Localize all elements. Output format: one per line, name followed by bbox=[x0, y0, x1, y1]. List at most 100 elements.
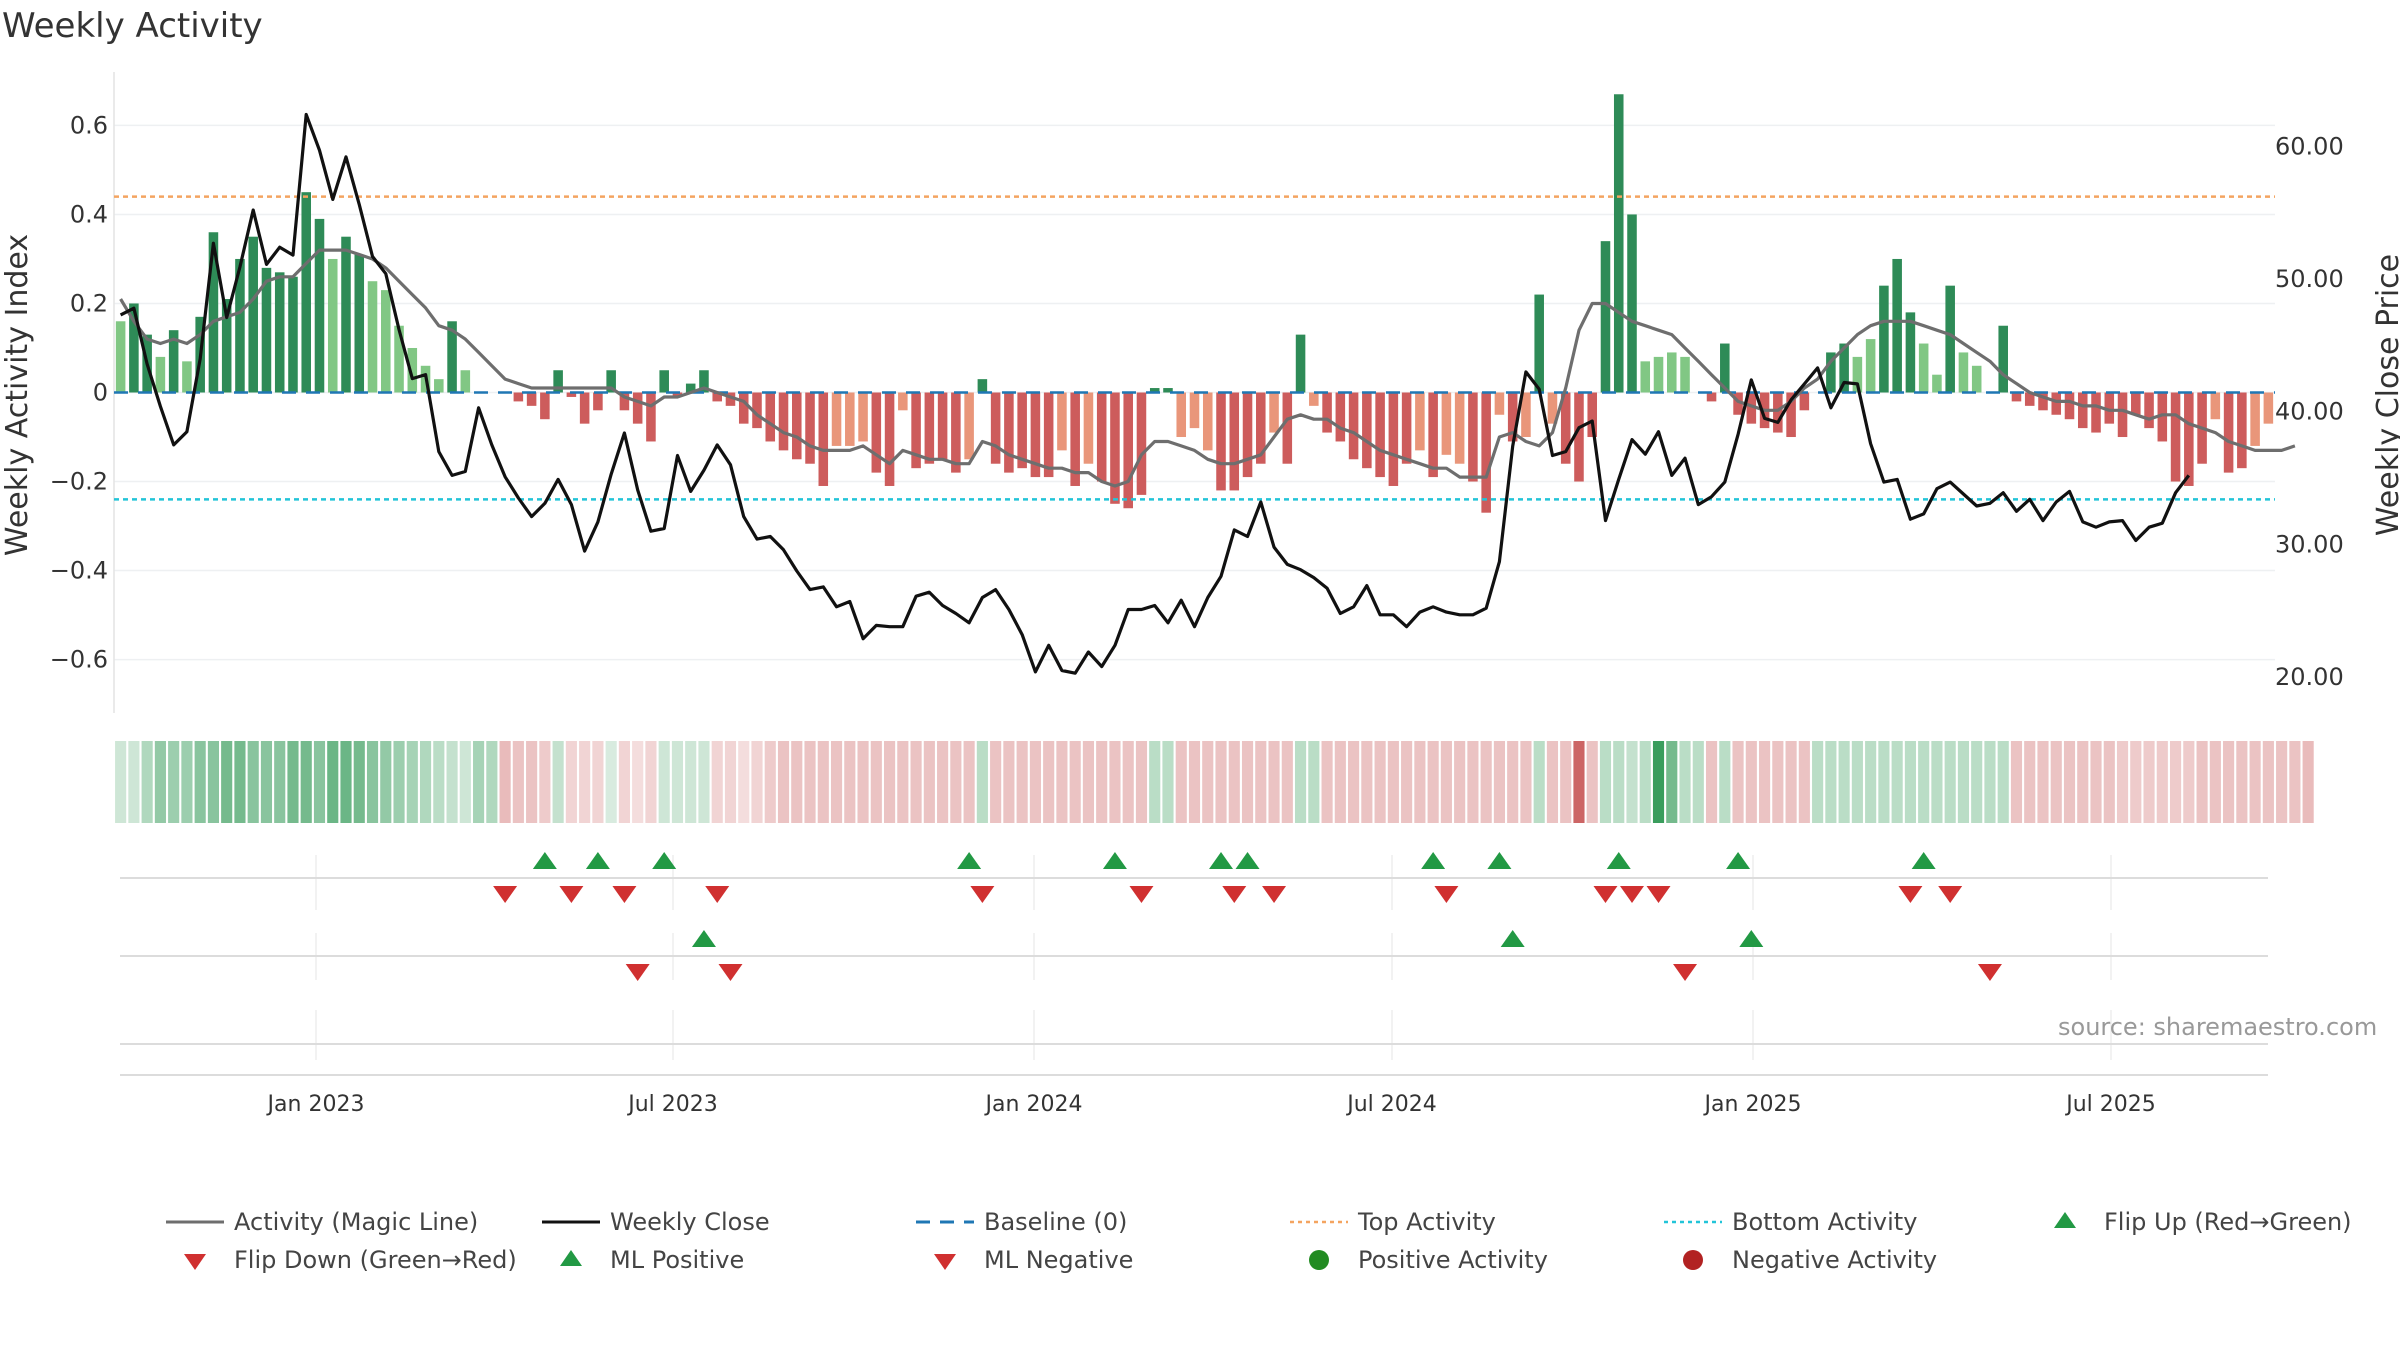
strip-cell bbox=[605, 741, 617, 823]
activity-bar bbox=[447, 321, 457, 393]
strip-cell bbox=[2289, 741, 2301, 823]
strip-cell bbox=[698, 741, 710, 823]
strip-cell bbox=[1255, 741, 1267, 823]
activity-bar bbox=[1613, 94, 1624, 393]
baseline-swatch bbox=[916, 1220, 974, 1224]
strip-cell bbox=[234, 741, 246, 823]
strip-cell bbox=[2196, 741, 2208, 823]
left-tick-label: 0.2 bbox=[70, 289, 108, 317]
activity-bar bbox=[699, 370, 709, 393]
strip-cell bbox=[1149, 741, 1161, 823]
activity-bar bbox=[672, 392, 683, 397]
activity-bar bbox=[288, 276, 298, 393]
activity-bar bbox=[1574, 392, 1584, 482]
positive-activity-swatch bbox=[1309, 1250, 1329, 1270]
strip-cell bbox=[1692, 741, 1704, 823]
strip-cell bbox=[738, 741, 750, 823]
legend-label: Bottom Activity bbox=[1732, 1208, 1918, 1236]
flip-down-marker bbox=[705, 886, 730, 903]
strip-cell bbox=[380, 741, 392, 823]
legend-positive-activity: Positive Activity bbox=[1288, 1243, 1548, 1277]
strip-cell bbox=[844, 741, 856, 823]
strip-cell bbox=[2143, 741, 2155, 823]
activity-bar bbox=[1865, 339, 1876, 393]
strip-cell bbox=[1228, 741, 1240, 823]
activity-bar bbox=[168, 330, 179, 393]
strip-cell bbox=[353, 741, 365, 823]
strip-cell bbox=[1759, 741, 1771, 823]
activity-bar bbox=[1958, 352, 1969, 393]
activity-bar bbox=[2038, 392, 2048, 411]
strip-cell bbox=[1281, 741, 1293, 823]
activity-bar bbox=[566, 392, 577, 397]
strip-cell bbox=[1016, 741, 1028, 823]
strip-cell bbox=[579, 741, 591, 823]
activity-bar bbox=[540, 392, 550, 420]
strip-cell bbox=[658, 741, 670, 823]
strip-cell bbox=[1454, 741, 1466, 823]
activity-bar bbox=[1653, 356, 1664, 393]
strip-cell bbox=[1798, 741, 1810, 823]
strip-cell bbox=[1957, 741, 1970, 823]
activity-bar bbox=[2051, 392, 2062, 415]
activity-bar bbox=[1667, 352, 1677, 393]
flip-down-marker bbox=[970, 886, 995, 903]
strip-cell bbox=[1586, 741, 1598, 823]
strip-cell bbox=[777, 741, 790, 823]
activity-bar bbox=[2223, 392, 2234, 473]
activity-bar bbox=[2184, 392, 2194, 486]
activity-bar bbox=[1826, 352, 1836, 393]
activity-bar bbox=[951, 392, 961, 473]
legend-ml-positive: ML Positive bbox=[540, 1243, 744, 1277]
ml-negative-marker bbox=[625, 964, 650, 981]
strip-cell bbox=[830, 741, 843, 823]
activity-bar bbox=[1030, 392, 1041, 478]
left-tick-label: −0.4 bbox=[50, 557, 108, 585]
weekly-close-swatch bbox=[542, 1220, 600, 1224]
activity-bar bbox=[990, 392, 1001, 464]
activity-bar bbox=[1441, 392, 1452, 455]
x-tick-label: Jul 2024 bbox=[1345, 1092, 1437, 1117]
activity-bar bbox=[871, 392, 882, 473]
legend-label: Positive Activity bbox=[1358, 1246, 1548, 1274]
legend-label: Flip Up (Red→Green) bbox=[2104, 1208, 2352, 1236]
strip-cell bbox=[1122, 741, 1134, 823]
activity-bar bbox=[818, 392, 829, 486]
strip-cell bbox=[168, 741, 180, 823]
activity-bar bbox=[858, 392, 868, 442]
strip-cell bbox=[1215, 741, 1227, 823]
strip-cell bbox=[1851, 741, 1863, 823]
ml-positive-marker bbox=[1739, 930, 1764, 947]
strip-cell bbox=[1679, 741, 1691, 823]
bottom-activity-swatch bbox=[1664, 1220, 1722, 1224]
strip-cell bbox=[181, 741, 193, 823]
strip-cell bbox=[486, 741, 498, 823]
strip-cell bbox=[1560, 741, 1572, 823]
strip-cell bbox=[393, 741, 405, 823]
activity-bar bbox=[1110, 392, 1120, 504]
strip-cell bbox=[194, 741, 206, 823]
strip-cell bbox=[1732, 741, 1744, 823]
activity-bar bbox=[261, 267, 272, 393]
activity-bar bbox=[1932, 374, 1942, 393]
activity-bar bbox=[1043, 392, 1054, 478]
strip-cell bbox=[1321, 741, 1333, 823]
activity-bar bbox=[646, 392, 656, 442]
activity-bar bbox=[2091, 392, 2101, 433]
activity-bar bbox=[738, 392, 749, 424]
right-tick-label: 40.00 bbox=[2275, 398, 2344, 426]
strip-cell bbox=[1175, 741, 1187, 823]
flip-down-marker bbox=[1898, 886, 1923, 903]
strip-cell bbox=[976, 741, 988, 823]
legend-label: Flip Down (Green→Red) bbox=[234, 1246, 517, 1274]
strip-cell bbox=[1546, 741, 1559, 823]
legend-flip-up: Flip Up (Red→Green) bbox=[2034, 1205, 2352, 1239]
activity-bar bbox=[2064, 392, 2075, 420]
strip-cell bbox=[1029, 741, 1041, 823]
activity-bar bbox=[1242, 392, 1253, 478]
activity-bar bbox=[2117, 392, 2128, 438]
legend-top-activity: Top Activity bbox=[1288, 1205, 1496, 1239]
activity-bar bbox=[1428, 392, 1438, 478]
activity-bar bbox=[314, 218, 325, 393]
strip-cell bbox=[711, 741, 723, 823]
